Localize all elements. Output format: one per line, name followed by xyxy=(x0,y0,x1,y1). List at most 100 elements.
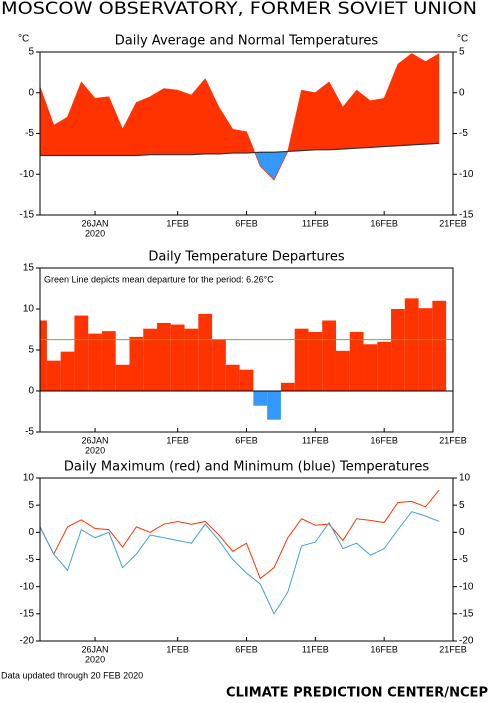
y-tick-label: -10 xyxy=(20,581,35,592)
temperature-line xyxy=(40,489,440,580)
y-tick-label: -20 xyxy=(20,636,35,647)
y-tick-label: -5 xyxy=(459,554,468,565)
bar xyxy=(239,369,254,391)
year-label: 2020 xyxy=(85,228,105,238)
bar xyxy=(267,391,281,420)
y-tick-label: 10 xyxy=(23,473,35,484)
chart: Daily Temperature Departures Green Line d… xyxy=(23,250,467,456)
y-tick-label: 10 xyxy=(23,304,35,315)
bar xyxy=(212,339,226,391)
y-tick-label: 10 xyxy=(459,473,471,484)
y-tick-label: -10 xyxy=(459,581,474,592)
x-tick-label: 21FEB xyxy=(439,218,467,228)
bar xyxy=(88,333,102,391)
x-tick-label: 6FEB xyxy=(235,435,258,445)
bar xyxy=(391,309,405,391)
bar xyxy=(335,350,350,391)
y-tick-label: -10 xyxy=(20,169,35,180)
x-tick-label: 16FEB xyxy=(370,644,398,654)
chart: Daily Average and Normal Temperatures °C °… xyxy=(18,34,474,239)
y-unit: °C xyxy=(457,34,468,45)
y-tick-label: 15 xyxy=(23,263,35,274)
bar xyxy=(46,360,61,391)
y-tick-label: -15 xyxy=(20,210,35,221)
y-tick-label: -5 xyxy=(25,554,34,565)
y-tick-label: -5 xyxy=(25,427,34,438)
x-tick-label: 21FEB xyxy=(439,435,467,445)
marks xyxy=(40,298,447,420)
bar xyxy=(129,336,144,391)
y-tick-label: 5 xyxy=(28,47,34,58)
bar xyxy=(349,331,364,391)
y-tick-label: -15 xyxy=(459,210,474,221)
x-tick-label: 11FEB xyxy=(302,218,329,228)
y-tick-label: -10 xyxy=(459,169,474,180)
bar xyxy=(198,313,213,391)
chart: Daily Maximum (red) and Minimum (blue) T… xyxy=(20,460,474,665)
x-tick-label: 16FEB xyxy=(370,435,398,445)
marks xyxy=(40,53,440,181)
bar xyxy=(184,328,199,391)
chart-title: Daily Temperature Departures xyxy=(148,250,344,265)
plot-frame xyxy=(39,477,454,642)
x-tick-label: 6FEB xyxy=(235,644,258,654)
y-tick-label: 0 xyxy=(28,87,34,98)
y-tick-label: 0 xyxy=(459,527,465,538)
bar xyxy=(377,341,392,391)
bar xyxy=(253,391,268,406)
x-tick-label: 1FEB xyxy=(166,644,189,654)
y-tick-label: 0 xyxy=(28,386,34,397)
year-label: 2020 xyxy=(85,654,105,664)
y-tick-label: -5 xyxy=(459,128,468,139)
bar xyxy=(170,324,185,391)
chart-title: Daily Maximum (red) and Minimum (blue) T… xyxy=(64,460,429,475)
normal-line xyxy=(40,142,440,157)
y-unit: °C xyxy=(18,34,29,45)
y-tick-label: 5 xyxy=(28,500,34,511)
bar xyxy=(280,382,295,391)
x-tick-label: 16FEB xyxy=(370,218,398,228)
bar xyxy=(225,364,240,391)
bar xyxy=(294,328,309,391)
bar xyxy=(74,315,89,391)
x-tick-label: 11FEB xyxy=(302,644,329,654)
y-tick-label: -15 xyxy=(20,608,35,619)
x-tick-label: 1FEB xyxy=(166,218,189,228)
y-tick-label: 5 xyxy=(459,47,465,58)
average-line xyxy=(40,53,440,181)
x-tick-label: 11FEB xyxy=(302,435,329,445)
marks xyxy=(40,489,440,615)
y-tick-label: -20 xyxy=(459,636,474,647)
x-tick-label: 6FEB xyxy=(235,218,258,228)
footer-note: Data updated through 20 FEB 2020 xyxy=(1,670,143,680)
above-normal-fill xyxy=(40,53,440,156)
temperature-line xyxy=(40,511,440,615)
bar xyxy=(143,328,158,391)
y-tick-label: -5 xyxy=(25,128,34,139)
x-tick-label: 26JAN xyxy=(82,644,109,654)
credit: CLIMATE PREDICTION CENTER/NCEP xyxy=(226,686,488,701)
year-label: 2020 xyxy=(85,445,105,455)
bar xyxy=(115,364,130,391)
bar xyxy=(404,298,419,391)
bar xyxy=(40,320,47,391)
x-tick-label: 26JAN xyxy=(82,218,109,228)
x-tick-label: 21FEB xyxy=(439,644,467,654)
bar xyxy=(432,300,447,391)
bar xyxy=(363,344,378,391)
x-tick-label: 26JAN xyxy=(82,435,109,445)
chart-title: Daily Average and Normal Temperatures xyxy=(115,34,379,49)
bar xyxy=(418,308,433,391)
bar xyxy=(322,320,336,391)
page-title: MOSCOW OBSERVATORY, FORMER SOVIET UNION xyxy=(1,0,477,19)
bar xyxy=(101,331,116,391)
y-tick-label: 5 xyxy=(459,500,465,511)
bar xyxy=(60,351,75,391)
x-tick-label: 1FEB xyxy=(166,435,189,445)
y-tick-label: 0 xyxy=(459,87,465,98)
y-tick-label: 0 xyxy=(28,527,34,538)
bar xyxy=(308,331,323,391)
bar xyxy=(157,322,171,391)
y-tick-label: -15 xyxy=(459,608,474,619)
